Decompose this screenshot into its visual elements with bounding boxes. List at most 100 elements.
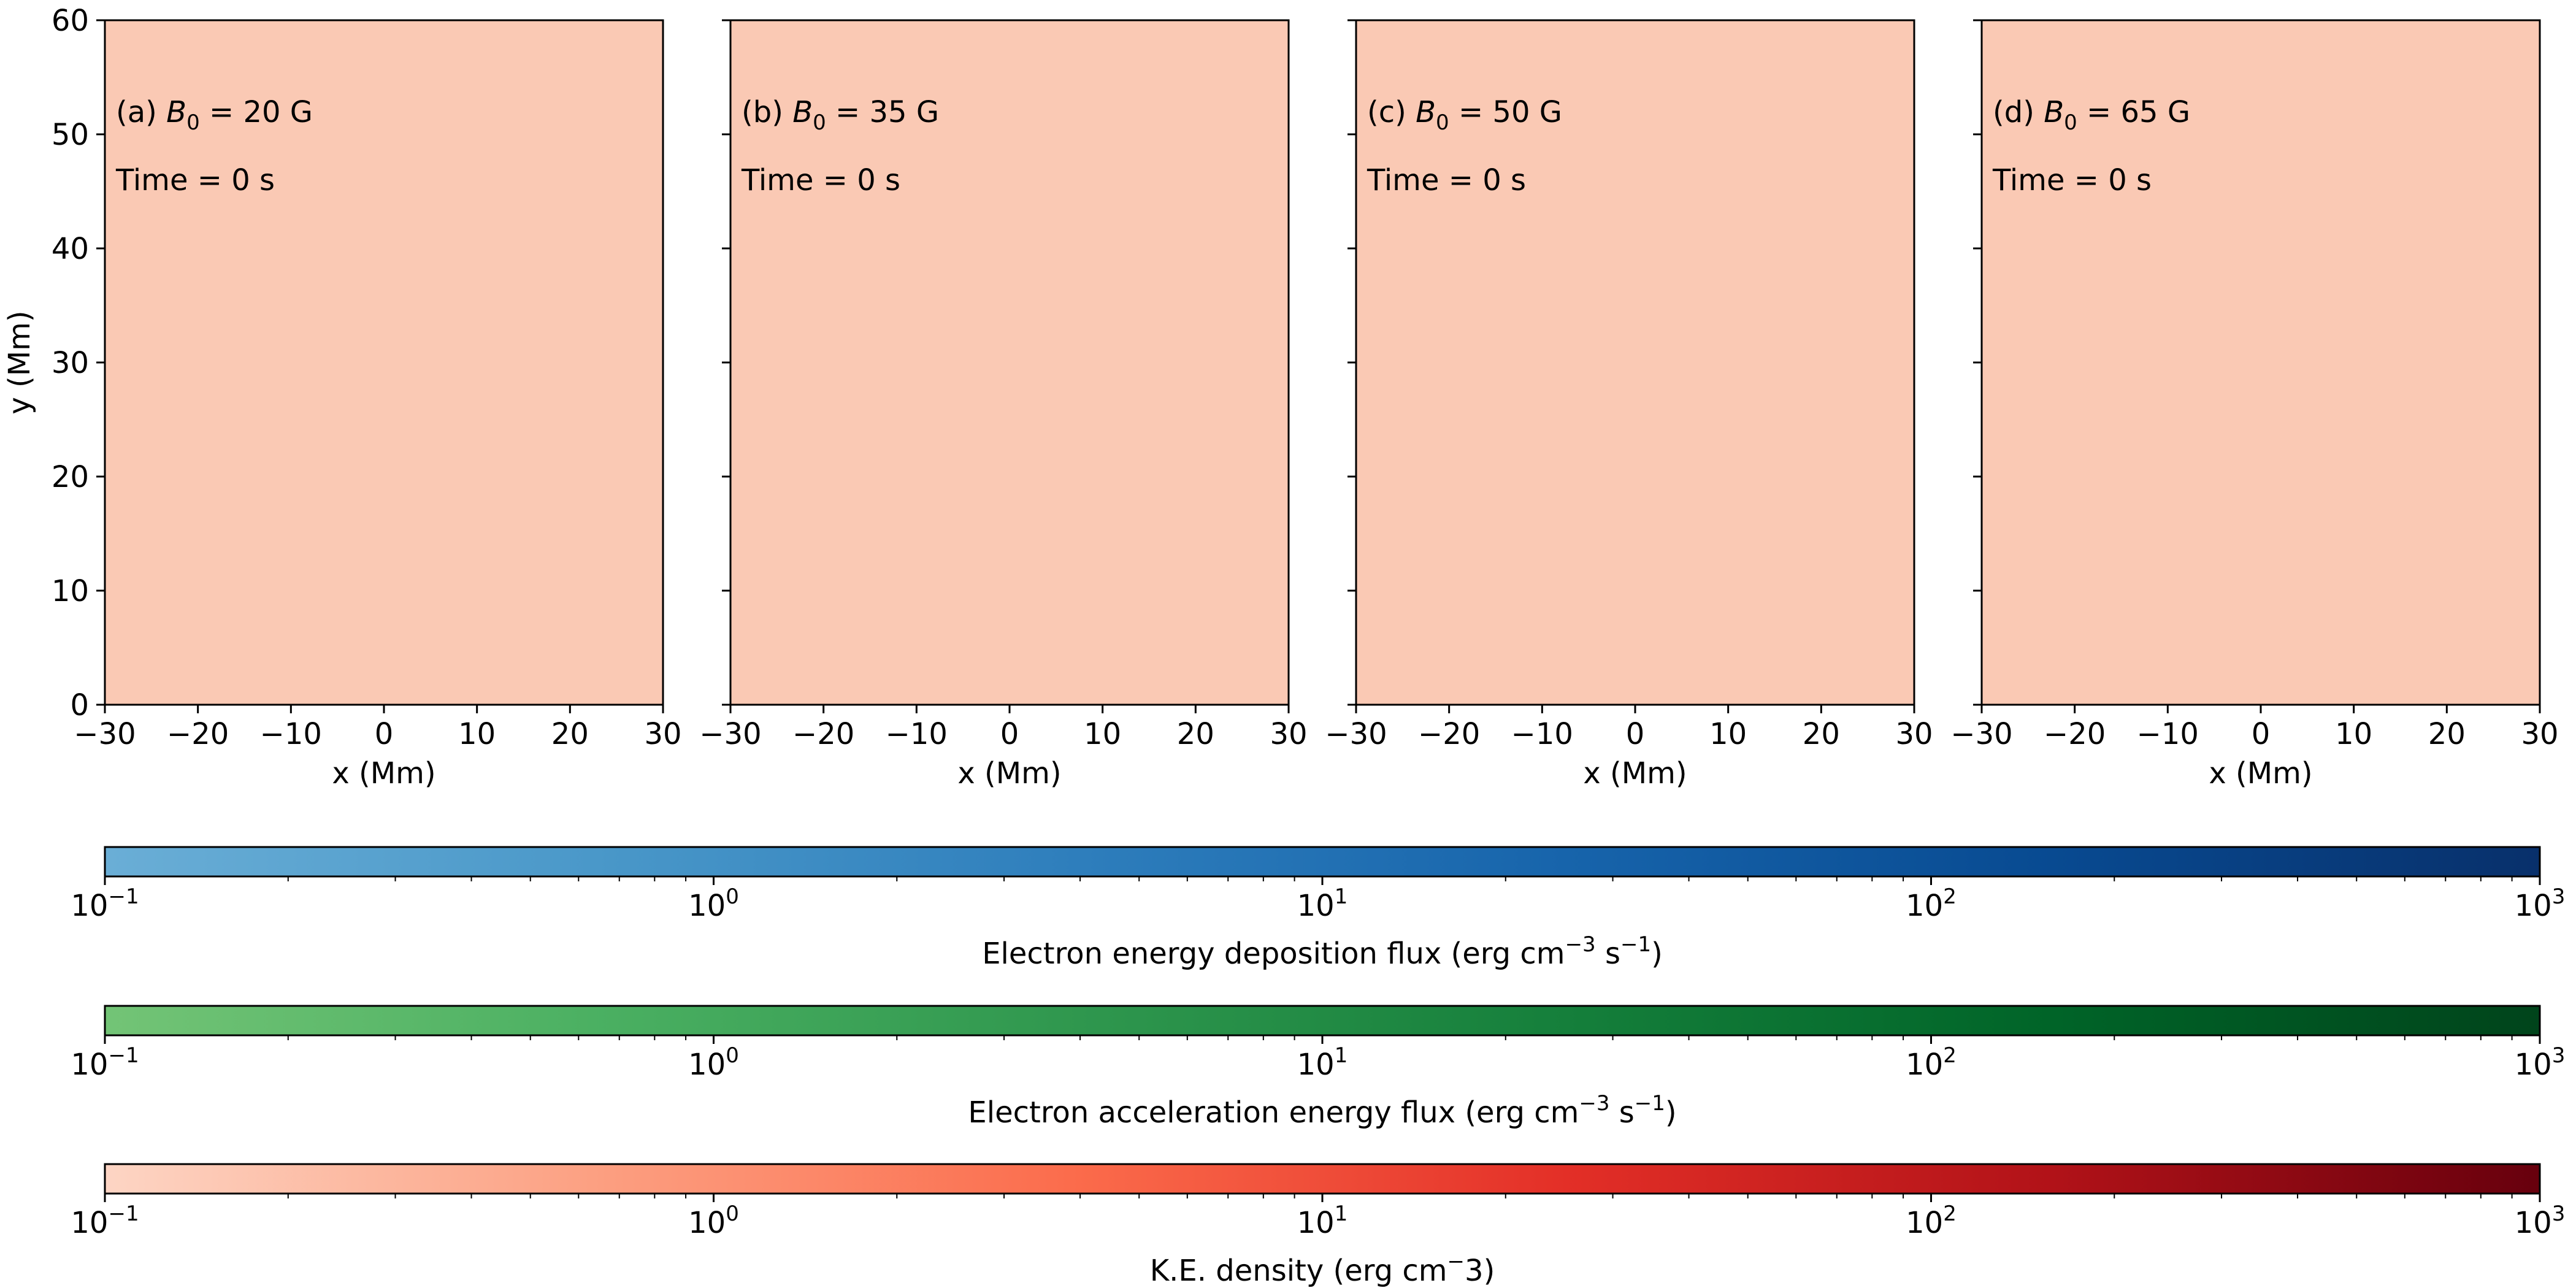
colorbar-gradient <box>104 1163 2541 1195</box>
tick-base: 10 <box>2515 1048 2552 1082</box>
colorbar-tick-label: 102 <box>1906 1202 1957 1240</box>
x-tick-label: 0 <box>1626 717 1645 751</box>
tick-exponent: 0 <box>726 884 739 909</box>
x-tick-label: 20 <box>2428 717 2466 751</box>
panel-d: −30 −20 −10 0 10 20 30x (Mm)(d) B0 = 65 GTime … <box>1950 19 2559 791</box>
x-axis-label: x (Mm) <box>332 756 435 791</box>
panel-title-subscript: 0 <box>186 110 200 135</box>
tick-base: 10 <box>688 1206 726 1240</box>
tick-exponent: 2 <box>1943 1043 1957 1068</box>
colorbar-label-text: Electron acceleration energy flux (erg c… <box>968 1095 1579 1130</box>
colorbar-tick-label: 100 <box>688 884 739 923</box>
x-tick-label: 10 <box>1709 717 1747 751</box>
tick-exponent: 0 <box>726 1202 739 1226</box>
x-tick-label: 0 <box>375 717 394 751</box>
tick-exponent: −1 <box>108 1202 139 1226</box>
tick-base: 10 <box>1297 889 1335 923</box>
panel-title-subscript: 0 <box>2064 110 2077 135</box>
colorbar-label-sup: −1 <box>1635 1091 1665 1116</box>
colorbar-gradient <box>104 1005 2541 1037</box>
x-axis-label: x (Mm) <box>1583 756 1687 791</box>
tick-exponent: −1 <box>108 1043 139 1068</box>
colorbar-label-text: ) <box>1651 937 1663 971</box>
panel-title-prefix: (a) <box>116 95 166 129</box>
colorbar-label-text: Electron energy deposition flux (erg cm <box>982 937 1565 971</box>
panel-title: (b) B0 = 35 G <box>742 95 939 135</box>
panel-title-prefix: (b) <box>742 95 792 129</box>
colorbar-tick-label: 103 <box>2515 1043 2566 1082</box>
tick-base: 10 <box>1906 1048 1943 1082</box>
time-label: Time = 0 s <box>741 163 900 197</box>
tick-exponent: 1 <box>1335 884 1348 909</box>
colorbar-label-text: s <box>1596 937 1620 971</box>
tick-exponent: 1 <box>1335 1202 1348 1226</box>
panel-b: −30 −20 −10 0 10 20 30 x (Mm) (b) B0 = 35 G Time … <box>699 19 1308 791</box>
panels: −30 −20 −10 0 10 20 30 0 10 20 30 40 50 60 x (Mm) y (Mm… <box>2 4 2559 791</box>
x-tick-label: 20 <box>1177 717 1214 751</box>
x-tick-label: −30 <box>1325 717 1387 751</box>
tick-exponent: 3 <box>2552 1043 2566 1068</box>
panel-title-value: = 65 G <box>2077 95 2190 129</box>
x-tick-label: −20 <box>167 717 229 751</box>
x-tick-label: −20 <box>2044 717 2106 751</box>
x-tick-label: −30 <box>1950 717 2012 751</box>
tick-base: 10 <box>1297 1048 1335 1082</box>
y-tick-label: 20 <box>52 460 89 494</box>
y-tick-label: 30 <box>52 346 89 380</box>
colorbar-label-text: s <box>1609 1095 1634 1130</box>
time-label: Time = 0 s <box>1992 163 2152 197</box>
panel-title-symbol: B <box>1416 95 1436 129</box>
y-tick-label: 60 <box>52 4 89 38</box>
x-tick-label: 30 <box>1270 717 1307 751</box>
x-tick-label: 30 <box>1895 717 1933 751</box>
colorbar-label-sup: −1 <box>1620 932 1651 957</box>
colorbar-tick-label: 100 <box>688 1202 739 1240</box>
colorbar-label-sup: −3 <box>1579 1091 1609 1116</box>
panel-title: (d) B0 = 65 G <box>1993 95 2190 135</box>
tick-base: 10 <box>2515 889 2552 923</box>
tick-base: 10 <box>1297 1206 1335 1240</box>
colorbar-label-sup: − <box>1447 1249 1465 1274</box>
tick-exponent: 0 <box>726 1043 739 1068</box>
panel-title-subscript: 0 <box>1436 110 1449 135</box>
panel-title: (c) B0 = 50 G <box>1367 95 1562 135</box>
tick-exponent: 3 <box>2552 884 2566 909</box>
x-tick-label: 10 <box>2335 717 2372 751</box>
x-tick-label: 0 <box>2252 717 2271 751</box>
colorbar-label: Electron acceleration energy flux (erg c… <box>968 1091 1676 1130</box>
tick-exponent: 2 <box>1943 884 1957 909</box>
x-tick-label: 10 <box>1084 717 1121 751</box>
x-tick-label: 0 <box>1000 717 1019 751</box>
colorbar-tick-label: 101 <box>1297 884 1348 923</box>
x-tick-label: 20 <box>1803 717 1840 751</box>
x-tick-label: 30 <box>644 717 681 751</box>
time-label: Time = 0 s <box>1367 163 1526 197</box>
tick-base: 10 <box>688 889 726 923</box>
panel-title-symbol: B <box>2044 95 2064 129</box>
tick-base: 10 <box>71 1206 108 1240</box>
x-tick-label: −30 <box>699 717 761 751</box>
colorbar-label: Electron energy deposition flux (erg cm −… <box>982 932 1663 971</box>
x-tick-label: −20 <box>792 717 854 751</box>
heatmap-area <box>1980 19 2541 706</box>
panel-title-symbol: B <box>792 95 813 129</box>
colorbar-gradient <box>104 846 2541 878</box>
tick-exponent: 3 <box>2552 1202 2566 1226</box>
colorbar-label-text: ) <box>1665 1095 1677 1130</box>
colorbar-tick-label: 103 <box>2515 884 2566 923</box>
colorbar-tick-label: 10−1 <box>71 1202 139 1240</box>
heatmap-area <box>104 19 664 706</box>
panel-title-value: = 35 G <box>826 95 939 129</box>
x-tick-label: −10 <box>886 717 948 751</box>
panel-title-value: = 20 G <box>200 95 313 129</box>
heatmap-area <box>1355 19 1915 706</box>
tick-base: 10 <box>71 889 108 923</box>
x-axis-label: x (Mm) <box>957 756 1061 791</box>
time-label: Time = 0 s <box>115 163 275 197</box>
y-tick-label: 10 <box>52 574 89 608</box>
x-tick-label: 10 <box>458 717 496 751</box>
tick-base: 10 <box>688 1048 726 1082</box>
